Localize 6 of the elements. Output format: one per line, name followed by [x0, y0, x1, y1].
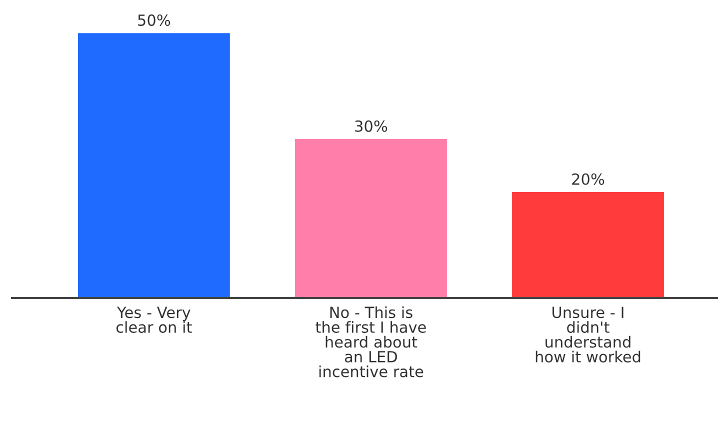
data-label: 50%	[138, 14, 170, 26]
x-tick-label: Yes - Very clear on it	[116, 306, 192, 333]
data-label: 20%	[572, 173, 604, 185]
x-tick-label: Unsure - I didn't understand how it worked	[536, 306, 640, 363]
x-tick-label: No - This is the first I have heard about an LED incentive rate	[316, 306, 426, 378]
data-label: 30%	[355, 120, 388, 132]
